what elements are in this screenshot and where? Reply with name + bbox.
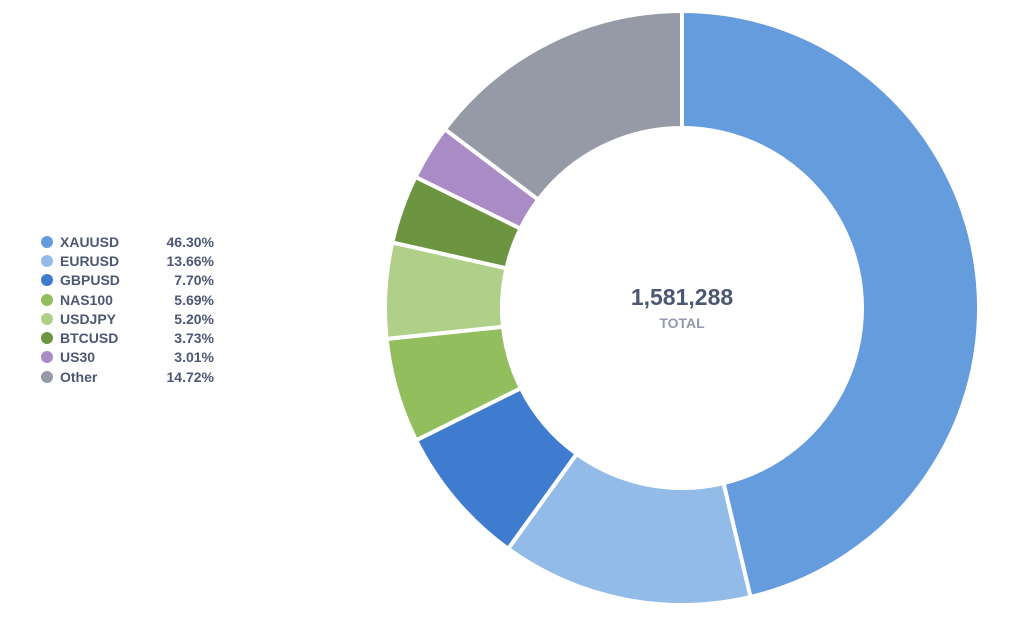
legend-item-us30[interactable]: US30 3.01% bbox=[41, 348, 214, 367]
legend-label: NAS100 bbox=[60, 291, 113, 308]
legend-percent: 46.30% bbox=[166, 233, 214, 250]
legend-percent: 5.69% bbox=[174, 291, 214, 308]
legend-label: EURUSD bbox=[60, 252, 120, 269]
total-label: TOTAL bbox=[659, 315, 705, 331]
legend-item-eurusd[interactable]: EURUSD 13.66% bbox=[41, 251, 214, 270]
legend-label: XAUUSD bbox=[60, 233, 120, 250]
legend-item-usdjpy[interactable]: USDJPY 5.20% bbox=[41, 309, 214, 328]
legend-swatch bbox=[41, 351, 53, 364]
legend: XAUUSD 46.30% EURUSD 13.66% GBPUSD 7.70% NAS10… bbox=[41, 232, 214, 386]
legend-label: GBPUSD bbox=[60, 272, 120, 289]
legend-swatch bbox=[41, 254, 53, 267]
legend-percent: 5.20% bbox=[174, 310, 214, 327]
slice-other[interactable] bbox=[442, 8, 684, 203]
legend-percent: 3.01% bbox=[174, 349, 214, 366]
legend-percent: 7.70% bbox=[174, 272, 214, 289]
legend-percent: 3.73% bbox=[174, 330, 214, 347]
legend-percent: 13.66% bbox=[166, 252, 214, 269]
total-value: 1,581,288 bbox=[630, 284, 734, 310]
legend-label: US30 bbox=[60, 349, 96, 366]
legend-swatch bbox=[41, 235, 53, 248]
legend-item-nas100[interactable]: NAS100 5.69% bbox=[41, 290, 214, 309]
legend-swatch bbox=[41, 332, 53, 345]
legend-item-gbpusd[interactable]: GBPUSD 7.70% bbox=[41, 271, 214, 290]
legend-item-btcusd[interactable]: BTCUSD 3.73% bbox=[41, 328, 214, 347]
legend-label: BTCUSD bbox=[60, 330, 119, 347]
legend-swatch bbox=[41, 274, 53, 287]
legend-item-other[interactable]: Other 14.72% bbox=[41, 367, 214, 386]
legend-percent: 14.72% bbox=[166, 368, 214, 385]
slice-xauusd[interactable] bbox=[680, 8, 981, 600]
legend-item-xauusd[interactable]: XAUUSD 46.30% bbox=[41, 232, 214, 251]
legend-label: USDJPY bbox=[60, 310, 117, 327]
legend-swatch bbox=[41, 293, 53, 306]
legend-swatch bbox=[41, 312, 53, 325]
legend-swatch bbox=[41, 370, 53, 383]
legend-label: Other bbox=[60, 368, 98, 385]
